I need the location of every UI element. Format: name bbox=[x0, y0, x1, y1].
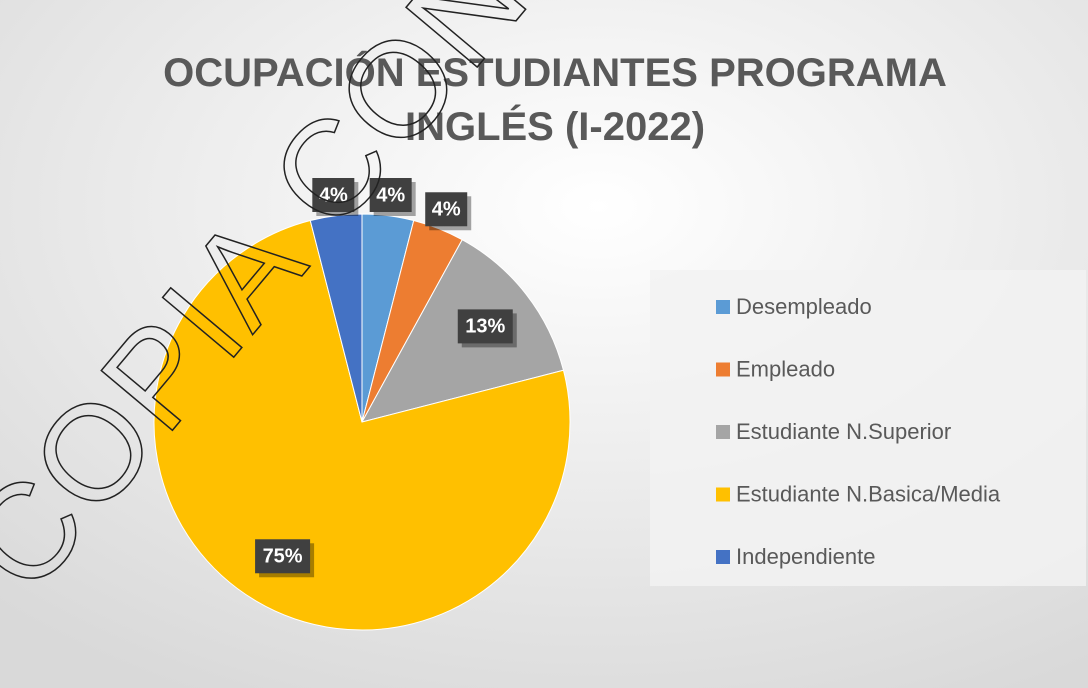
legend: Desempleado Empleado Estudiante N.Superior… bbox=[716, 294, 1001, 569]
data-label: 13% bbox=[465, 316, 505, 338]
data-label: 75% bbox=[263, 546, 303, 568]
legend-swatch bbox=[716, 300, 730, 314]
label-box bbox=[255, 539, 311, 574]
legend-swatch bbox=[716, 487, 730, 502]
pie-slice bbox=[309, 213, 363, 423]
data-label: 4% bbox=[432, 199, 461, 221]
legend-label: Estudiante N.Superior bbox=[736, 419, 951, 444]
label-box bbox=[425, 192, 468, 227]
legend-label: Estudiante N.Basica/Media bbox=[736, 481, 1001, 506]
label-box bbox=[457, 309, 513, 344]
data-label: 4% bbox=[376, 184, 405, 206]
legend-label: Empleado bbox=[736, 356, 835, 381]
legend-swatch bbox=[716, 550, 730, 564]
legend-swatch bbox=[716, 362, 730, 377]
pie-slice bbox=[153, 219, 571, 631]
legend-label: Independiente bbox=[736, 544, 875, 569]
label-box bbox=[312, 178, 355, 213]
chart-title: OCUPACIÓN ESTUDIANTES PROGRAMA INGLÉS (I-… bbox=[163, 49, 947, 149]
legend-swatch bbox=[716, 425, 730, 439]
legend-label: Desempleado bbox=[736, 294, 872, 319]
data-labels: 4% 4% 13% 75% 4% bbox=[255, 178, 517, 578]
label-box bbox=[369, 178, 412, 213]
data-label: 4% bbox=[319, 184, 348, 206]
